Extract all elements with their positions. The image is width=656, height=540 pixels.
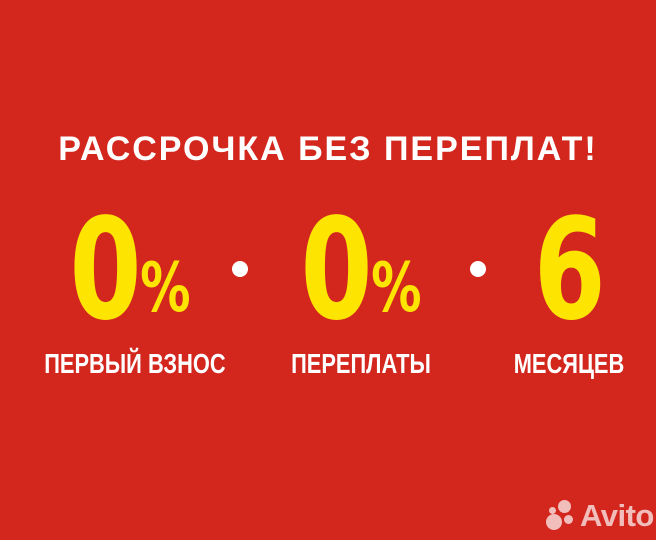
avito-logo-circle xyxy=(546,514,562,530)
avito-logo-circle xyxy=(564,515,573,524)
stat-value-digit: 6 xyxy=(533,189,606,352)
stat-first-payment-label: ПЕРВЫЙ ВЗНОС xyxy=(44,348,226,379)
headline: РАССРОЧКА БЕЗ ПЕРЕПЛАТ! xyxy=(58,130,598,168)
stat-first-payment: 0 % ПЕРВЫЙ ВЗНОС xyxy=(20,201,240,378)
stat-value-digit: 0 xyxy=(69,189,141,352)
stat-overpayment-label: ПЕРЕПЛАТЫ xyxy=(291,348,431,379)
percent-sign: % xyxy=(140,249,191,328)
stat-months-label: МЕСЯЦЕВ xyxy=(513,348,625,379)
avito-logo-circle xyxy=(558,500,571,513)
stat-overpayment-value: 0 % xyxy=(280,201,443,341)
stat-first-payment-value: 0 % xyxy=(49,201,212,341)
dot-separator-icon xyxy=(470,261,486,277)
avito-watermark: Avito xyxy=(544,498,654,531)
avito-logo-circle xyxy=(549,507,556,514)
avito-logo-icon xyxy=(544,498,577,531)
stat-value-digit: 0 xyxy=(300,189,372,352)
stat-overpayment: 0 % ПЕРЕПЛАТЫ xyxy=(251,201,471,378)
stat-months-value: 6 xyxy=(488,201,651,341)
avito-brand-text: Avito xyxy=(580,498,654,533)
stat-months: 6 МЕСЯЦЕВ xyxy=(459,201,656,378)
dot-separator-icon xyxy=(232,261,248,277)
percent-sign: % xyxy=(371,249,422,328)
